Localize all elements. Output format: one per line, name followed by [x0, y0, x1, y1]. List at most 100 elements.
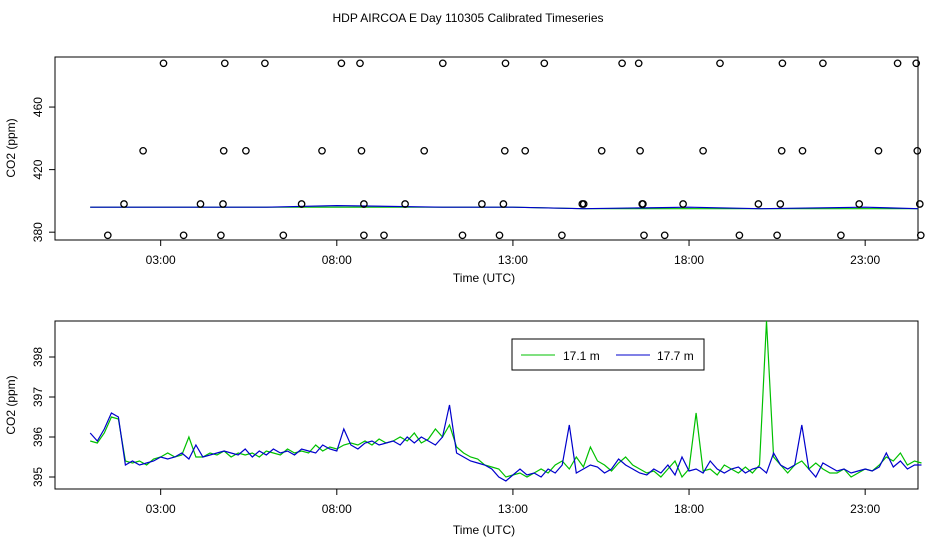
scatter-point	[634, 59, 643, 68]
scatter-lines	[90, 204, 919, 210]
scatter-point	[776, 200, 785, 208]
scatter-point	[103, 231, 112, 240]
scatter-point	[819, 59, 827, 68]
scatter-y-axis-label: CO2 (ppm)	[4, 118, 18, 177]
timeseries-x-axis-label: Time (UTC)	[453, 523, 515, 537]
scatter-point	[261, 59, 269, 68]
scatter-point	[916, 231, 925, 240]
scatter-point	[499, 200, 508, 208]
x-tick-label: 18:00	[674, 253, 704, 267]
scatter-point	[380, 231, 388, 240]
x-tick-label: 03:00	[146, 253, 176, 267]
scatter-point	[196, 200, 205, 208]
scatter-panel: Time (UTC) CO2 (ppm) 03:00 08:00 13:00 18:0…	[4, 56, 925, 285]
series-line-17.7m	[89, 404, 922, 482]
scatter-point	[318, 146, 326, 155]
scatter-point	[179, 231, 188, 240]
scatter-point	[893, 59, 902, 68]
y-tick-label: 397	[31, 387, 45, 407]
scatter-point	[120, 200, 128, 208]
x-tick-label: 08:00	[322, 253, 352, 267]
scatter-point	[139, 146, 147, 155]
y-tick-label: 395	[31, 467, 45, 487]
scatter-point	[558, 231, 566, 240]
scatter-point	[874, 146, 883, 155]
legend-label-17.1m: 17.1 m	[563, 349, 600, 363]
scatter-point	[242, 146, 250, 155]
timeseries-y-ticks: 395 396 397 398	[31, 347, 55, 487]
scatter-point	[337, 59, 346, 68]
scatter-point	[660, 231, 669, 240]
scatter-point	[501, 59, 510, 68]
legend: 17.1 m 17.7 m	[511, 338, 705, 371]
legend-label-17.7m: 17.7 m	[657, 349, 694, 363]
scatter-x-ticks: 03:00 08:00 13:00 18:00 23:00	[146, 240, 881, 267]
scatter-point	[220, 59, 229, 68]
scatter-point	[640, 231, 648, 240]
scatter-point	[495, 231, 504, 240]
scatter-point	[754, 200, 763, 208]
scatter-point	[579, 200, 588, 208]
scatter-point	[219, 146, 228, 155]
figure-title: HDP AIRCOA E Day 110305 Calibrated Times…	[332, 11, 603, 25]
x-tick-label: 23:00	[850, 502, 880, 516]
x-tick-label: 03:00	[146, 502, 176, 516]
scatter-point	[913, 146, 922, 155]
scatter-point	[735, 231, 744, 240]
scatter-markers	[103, 59, 925, 240]
scatter-point	[356, 59, 364, 68]
x-tick-label: 13:00	[498, 253, 528, 267]
scatter-point	[773, 231, 781, 240]
scatter-point	[217, 231, 225, 240]
y-tick-label: 420	[31, 159, 45, 179]
scatter-point	[279, 231, 288, 240]
scatter-point	[639, 200, 647, 208]
scatter-point	[540, 59, 549, 68]
timeseries-x-ticks: 03:00 08:00 13:00 18:00 23:00	[146, 489, 881, 516]
timeseries-plot-frame	[54, 320, 919, 490]
scatter-point	[159, 59, 168, 68]
x-tick-label: 13:00	[498, 502, 528, 516]
scatter-point	[912, 59, 921, 68]
y-tick-label: 460	[31, 97, 45, 117]
scatter-y-ticks: 380 420 460	[31, 97, 55, 242]
scatter-point	[716, 59, 724, 68]
scatter-point	[420, 146, 429, 155]
scatter-point	[360, 231, 368, 240]
scatter-point	[297, 200, 306, 208]
scatter-point	[360, 200, 368, 208]
timeseries-lines	[89, 320, 922, 482]
scatter-point	[855, 200, 864, 208]
x-tick-label: 08:00	[322, 502, 352, 516]
scatter-point	[837, 231, 845, 240]
scatter-mean-line-1	[90, 204, 919, 210]
timeseries-panel: Time (UTC) CO2 (ppm) 03:00 08:00 13:00 18:0…	[4, 320, 922, 537]
y-tick-label: 398	[31, 347, 45, 367]
scatter-point	[679, 200, 687, 208]
scatter-point	[778, 59, 787, 68]
scatter-point	[597, 146, 606, 155]
x-tick-label: 18:00	[674, 502, 704, 516]
timeseries-y-axis-label: CO2 (ppm)	[4, 375, 18, 434]
scatter-x-axis-label: Time (UTC)	[453, 271, 515, 285]
series-line-17.1m	[90, 320, 922, 479]
scatter-point	[636, 146, 644, 155]
scatter-point	[798, 146, 807, 155]
y-tick-label: 396	[31, 427, 45, 447]
scatter-point	[458, 231, 467, 240]
scatter-point	[618, 59, 626, 68]
y-tick-label: 380	[31, 222, 45, 242]
scatter-point	[521, 146, 530, 155]
scatter-point	[500, 146, 509, 155]
scatter-point	[438, 59, 447, 68]
scatter-point	[699, 146, 707, 155]
scatter-point	[219, 200, 227, 208]
scatter-point	[777, 146, 786, 155]
scatter-point	[915, 200, 924, 208]
scatter-plot-frame	[54, 56, 919, 241]
x-tick-label: 23:00	[850, 253, 880, 267]
scatter-point	[478, 200, 486, 208]
scatter-point	[357, 146, 366, 155]
